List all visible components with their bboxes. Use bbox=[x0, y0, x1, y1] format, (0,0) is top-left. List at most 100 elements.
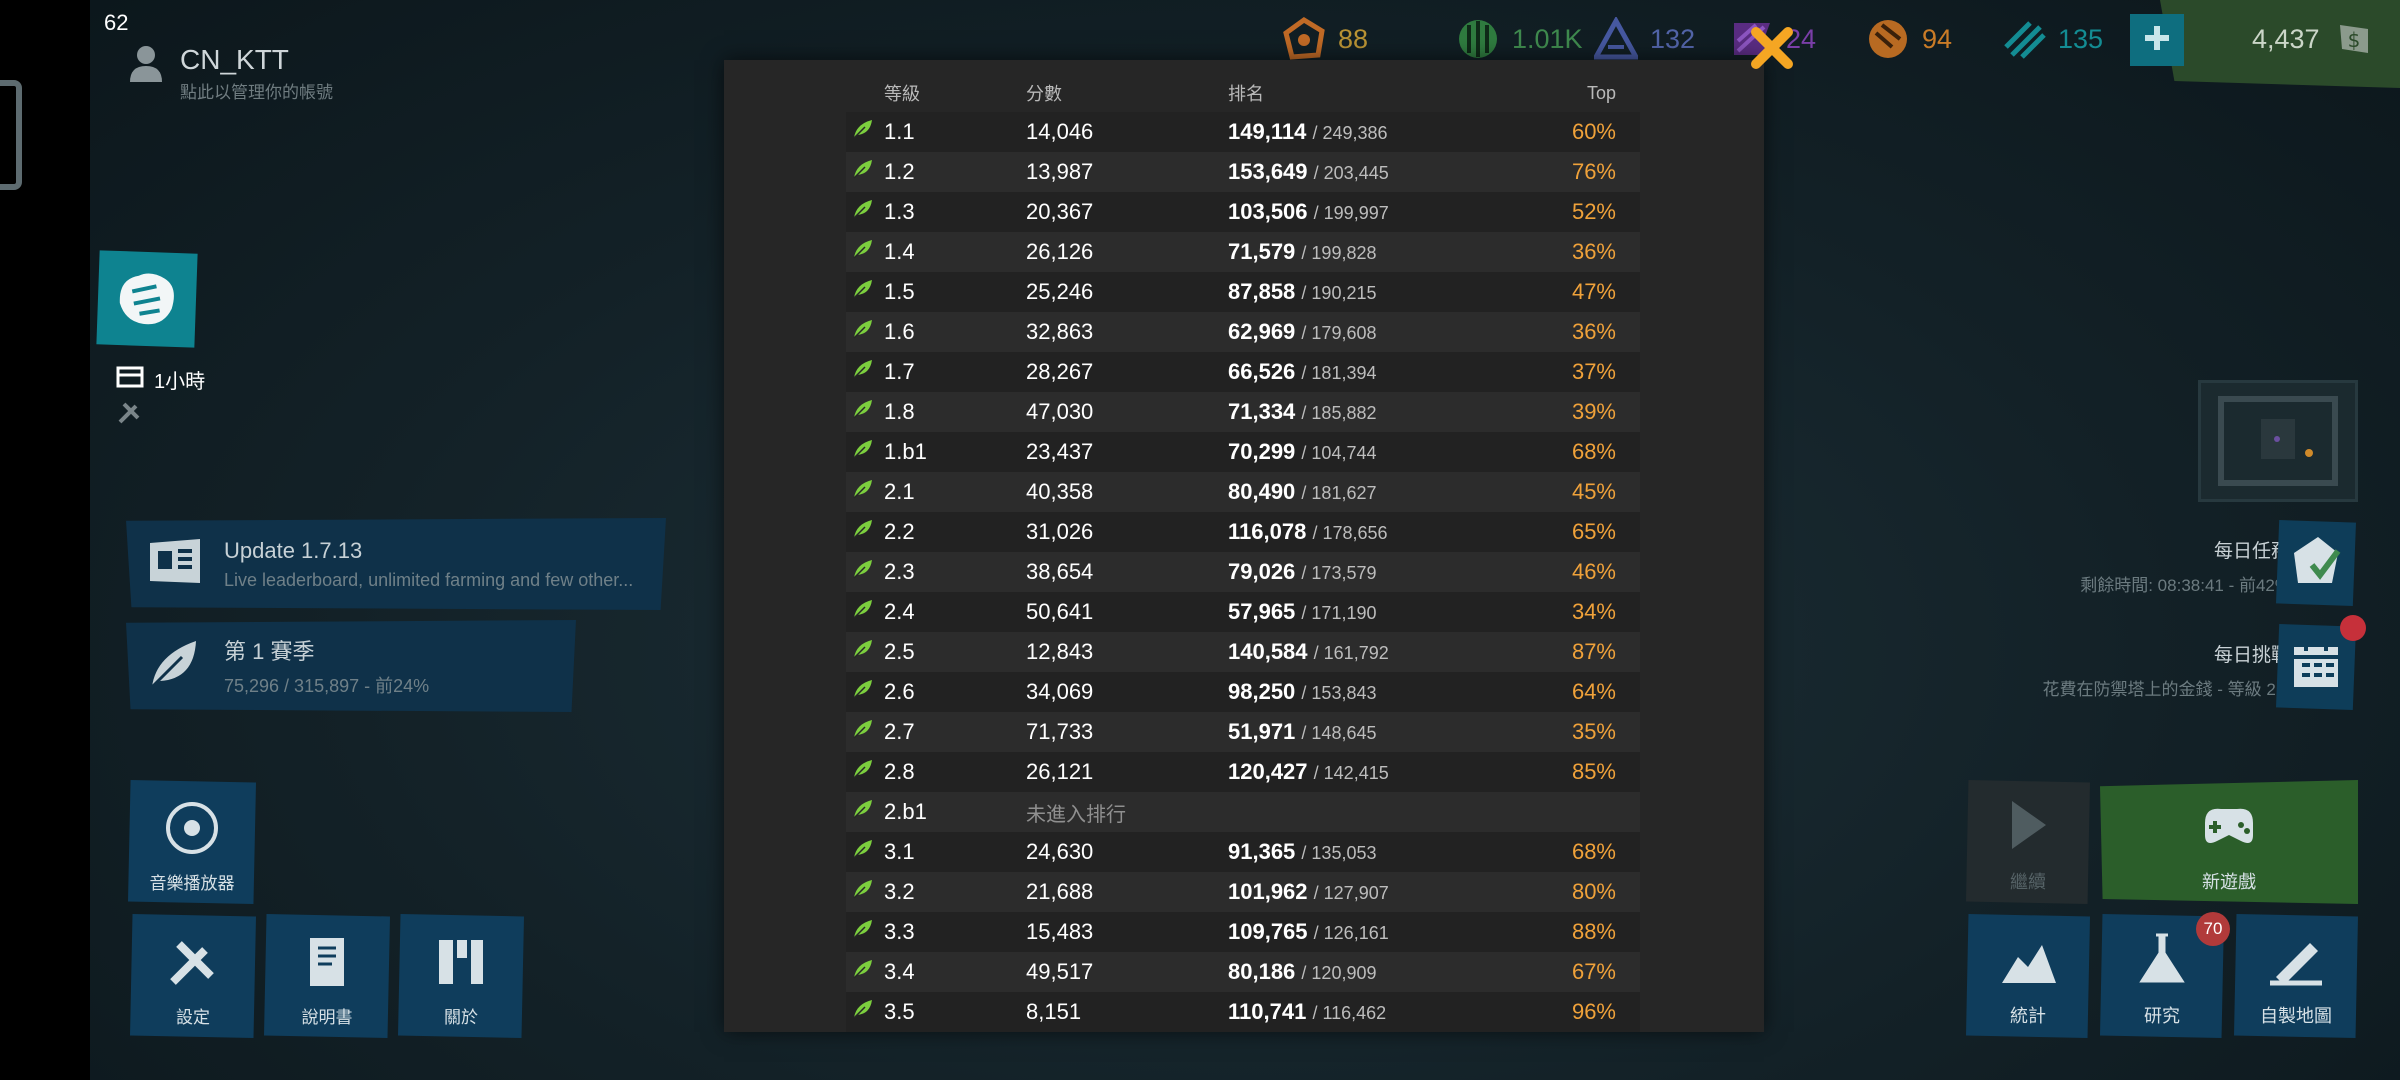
rank-value: 62,969 bbox=[1228, 319, 1296, 344]
top-percent: 37% bbox=[1571, 359, 1616, 384]
daily-quest[interactable]: 每日任務 剩餘時間: 08:38:41 - 前42% bbox=[2080, 536, 2290, 596]
score-cell: 28,267 bbox=[1026, 352, 1228, 392]
top-percent: 46% bbox=[1571, 559, 1616, 584]
teal-diamond-icon bbox=[2002, 17, 2046, 61]
score-cell: 23,437 bbox=[1026, 432, 1228, 472]
level-cell: 2.7 bbox=[846, 712, 1026, 752]
table-row: 2.7 71,733 51,971 / 148,645 35% bbox=[846, 712, 1640, 752]
rank-total: / 127,907 bbox=[1313, 883, 1389, 903]
level-cell: 2.2 bbox=[846, 512, 1026, 552]
leaf-icon bbox=[852, 438, 874, 466]
table-row: 1.8 47,030 71,334 / 185,882 39% bbox=[846, 392, 1640, 432]
new-game-button[interactable]: 新遊戲 bbox=[2100, 780, 2358, 904]
rank-total: / 199,997 bbox=[1313, 203, 1389, 223]
book-icon bbox=[302, 934, 352, 995]
leaf-icon bbox=[852, 278, 874, 306]
score-cell: 20,367 bbox=[1026, 192, 1228, 232]
score-cell: 26,126 bbox=[1026, 232, 1228, 272]
add-gold-button[interactable] bbox=[2130, 14, 2184, 66]
level-cell: 1.5 bbox=[846, 272, 1026, 312]
score-cell: 15,483 bbox=[1026, 912, 1228, 952]
leaf-icon bbox=[146, 635, 204, 698]
season-card[interactable]: 第 1 賽季 75,296 / 315,897 - 前24% bbox=[126, 620, 576, 712]
level-label: 1.6 bbox=[884, 319, 915, 344]
rank-cell: 87,858 / 190,215 bbox=[1228, 272, 1558, 312]
score-cell: 31,026 bbox=[1026, 512, 1228, 552]
orange-orb-icon bbox=[1866, 17, 1910, 61]
about-button[interactable]: 關於 bbox=[398, 914, 524, 1038]
top-cell: 60% bbox=[1558, 112, 1640, 152]
leaf-icon bbox=[852, 758, 874, 786]
daily-quest-button[interactable] bbox=[2276, 520, 2356, 606]
manual-button[interactable]: 說明書 bbox=[264, 914, 390, 1038]
music-player-button[interactable]: 音樂播放器 bbox=[128, 780, 256, 904]
table-row: 2.6 34,069 98,250 / 153,843 64% bbox=[846, 672, 1640, 712]
leaderboard-modal[interactable]: 等級 分數 排名 Top 1.1 14,046 149,114 / 249,386 6… bbox=[724, 60, 1764, 1032]
level-cell: 2.8 bbox=[846, 752, 1026, 792]
top-cell: 96% bbox=[1558, 992, 1640, 1032]
level-label: 3.2 bbox=[884, 879, 915, 904]
level-label: 3.3 bbox=[884, 919, 915, 944]
level-cell: 1.2 bbox=[846, 152, 1026, 192]
profile-button[interactable]: CN_KTT 點此以管理你的帳號 bbox=[128, 44, 333, 103]
close-icon bbox=[1748, 27, 1796, 76]
resource-value: 132 bbox=[1650, 23, 1696, 54]
score-cell: 21,688 bbox=[1026, 872, 1228, 912]
table-row: 1.4 26,126 71,579 / 199,828 36% bbox=[846, 232, 1640, 272]
rank-total: / 249,386 bbox=[1312, 123, 1388, 143]
minimap[interactable] bbox=[2198, 380, 2358, 502]
rank-total: / 203,445 bbox=[1313, 163, 1389, 183]
leaf-icon bbox=[852, 998, 874, 1026]
gold-value: 4,437 bbox=[2252, 23, 2320, 54]
table-row: 1.1 14,046 149,114 / 249,386 60% bbox=[846, 112, 1640, 152]
level-cell: 3.2 bbox=[846, 872, 1026, 912]
header-score: 分數 bbox=[1026, 84, 1062, 104]
rank-total: / 161,792 bbox=[1313, 643, 1389, 663]
map-editor-label: 自製地圖 bbox=[2260, 1006, 2332, 1026]
level-cell: 1.3 bbox=[846, 192, 1026, 232]
gold-counter: 4,437 $ bbox=[2252, 14, 2376, 64]
rank-value: 70,299 bbox=[1228, 439, 1296, 464]
rank-total: / 185,882 bbox=[1301, 403, 1377, 423]
chest-icon bbox=[116, 364, 144, 394]
level-cell: 2.4 bbox=[846, 592, 1026, 632]
close-button[interactable] bbox=[1748, 24, 1796, 72]
level-label: 2.8 bbox=[884, 759, 915, 784]
table-row: 2.1 40,358 80,490 / 181,627 45% bbox=[846, 472, 1640, 512]
ability-tile[interactable] bbox=[96, 250, 198, 348]
table-row: 3.3 15,483 109,765 / 126,161 88% bbox=[846, 912, 1640, 952]
top-cell: 76% bbox=[1558, 152, 1640, 192]
settings-label: 設定 bbox=[176, 1008, 210, 1027]
top-cell: 67% bbox=[1558, 952, 1640, 992]
resource-value: 1.01K bbox=[1512, 23, 1583, 54]
newspaper-icon bbox=[146, 537, 204, 592]
info-blocks-icon bbox=[433, 934, 489, 995]
update-card[interactable]: Update 1.7.13 Live leaderboard, unlimite… bbox=[126, 518, 666, 610]
tools-icon bbox=[165, 934, 221, 995]
rank-cell: 70,299 / 104,744 bbox=[1228, 432, 1558, 472]
level-cell: 1.8 bbox=[846, 392, 1026, 432]
settings-button[interactable]: 設定 bbox=[130, 914, 256, 1038]
top-percent: 76% bbox=[1571, 159, 1616, 184]
level-label: 1.4 bbox=[884, 239, 915, 264]
map-editor-button[interactable]: 自製地圖 bbox=[2234, 914, 2358, 1038]
rank-value: 51,971 bbox=[1228, 719, 1296, 744]
table-row: 1.3 20,367 103,506 / 199,997 52% bbox=[846, 192, 1640, 232]
profile-name: CN_KTT bbox=[180, 44, 289, 75]
level-cell: 2.5 bbox=[846, 632, 1026, 672]
play-icon bbox=[2006, 797, 2050, 858]
daily-challenge[interactable]: 每日挑戰 花費在防禦塔上的金錢 - 等級 2.4 bbox=[2043, 640, 2290, 700]
orange-shield-icon bbox=[1282, 17, 1326, 61]
level-cell: 2.3 bbox=[846, 552, 1026, 592]
leaf-icon bbox=[852, 238, 874, 266]
rank-value: 110,741 bbox=[1228, 999, 1307, 1024]
table-row: 1.6 32,863 62,969 / 179,608 36% bbox=[846, 312, 1640, 352]
stats-button[interactable]: 統計 bbox=[1966, 914, 2090, 1038]
continue-button[interactable]: 繼續 bbox=[1966, 780, 2090, 904]
level-cell: 1.1 bbox=[846, 112, 1026, 152]
rank-cell: 71,579 / 199,828 bbox=[1228, 232, 1558, 272]
rank-cell: 51,971 / 148,645 bbox=[1228, 712, 1558, 752]
top-percent: 88% bbox=[1571, 919, 1616, 944]
daily-challenge-button[interactable] bbox=[2276, 624, 2356, 710]
daily-quest-subtitle: 剩餘時間: 08:38:41 - 前42% bbox=[2080, 576, 2290, 595]
